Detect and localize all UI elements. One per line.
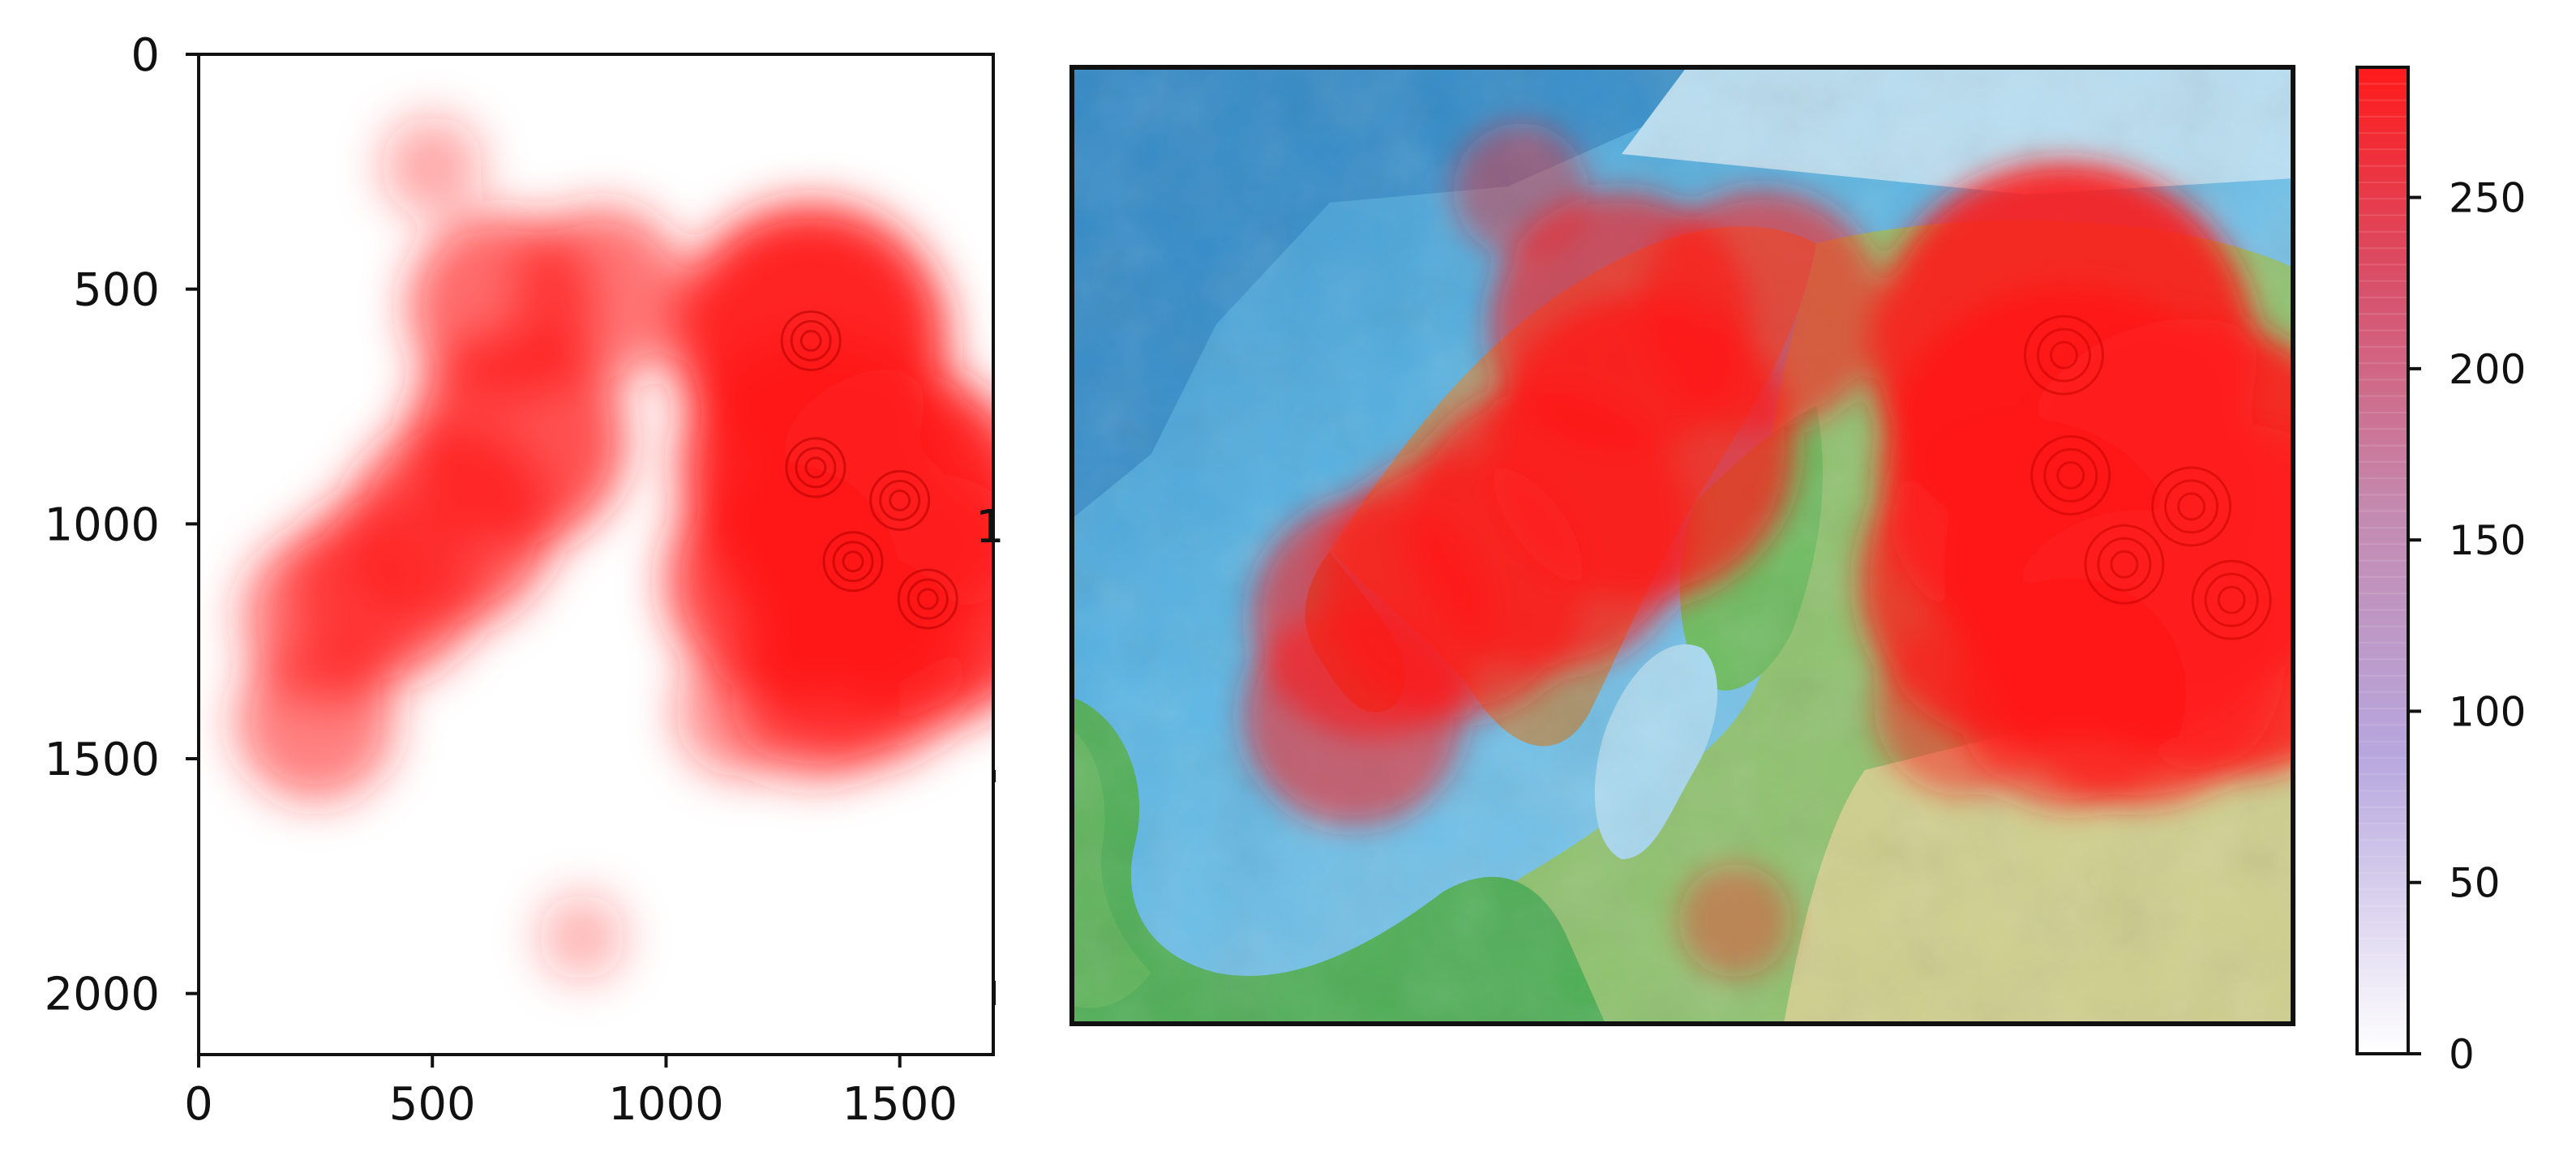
colorbar-tick-label: 250 bbox=[2449, 175, 2526, 222]
heat-blob bbox=[731, 614, 900, 781]
colorbar-stripes bbox=[2357, 66, 2408, 1038]
overlay-heat-ring bbox=[2151, 466, 2232, 547]
colorbar: 0 50 100 150 200 250 bbox=[2355, 66, 2526, 1078]
colorbar-tick-label: 0 bbox=[2449, 1031, 2475, 1078]
colorbar-tick-label: 50 bbox=[2449, 860, 2501, 907]
clipped-label-fragment: 1 bbox=[975, 501, 1005, 554]
y-tick-label: 1000 bbox=[44, 499, 160, 551]
y-tick-label: 0 bbox=[131, 29, 160, 82]
y-tick-label: 500 bbox=[73, 264, 160, 317]
right-ring-artifacts bbox=[2023, 315, 2272, 640]
heat-ring bbox=[916, 588, 939, 610]
heat-ring bbox=[889, 489, 911, 511]
heat-ring bbox=[897, 568, 958, 630]
colorbar-tick-label: 200 bbox=[2449, 346, 2526, 393]
right-map-axes bbox=[1069, 65, 2295, 1026]
overlay-heat-ring bbox=[2110, 550, 2139, 579]
overlay-heat-ring bbox=[2164, 479, 2219, 534]
heat-ring bbox=[790, 319, 832, 362]
overlay-heat-blob bbox=[1678, 863, 1792, 978]
overlay-heat-ring bbox=[2030, 434, 2111, 516]
colorbar-frame bbox=[2355, 66, 2410, 1055]
colorbar-tick-label: 100 bbox=[2449, 688, 2526, 735]
heat-blob bbox=[235, 640, 396, 802]
overlay-heat-ring bbox=[2036, 327, 2091, 383]
overlay-heat-blob bbox=[1453, 122, 1588, 258]
x-tick-label: 1500 bbox=[842, 1078, 958, 1131]
overlay-heat-ring bbox=[2177, 492, 2206, 521]
overlay-heat-ring bbox=[2084, 524, 2165, 605]
left-ring-artifacts bbox=[780, 310, 958, 630]
overlay-heat-ring bbox=[2043, 447, 2098, 503]
left-heat-layer bbox=[235, 116, 993, 981]
overlay-heat-ring bbox=[2191, 559, 2272, 640]
overlay-heat-blob bbox=[1243, 606, 1464, 826]
left-heatmap-axes: 0 500 1000 1500 0 500 1000 1500 2000 1 bbox=[44, 29, 1005, 1131]
heat-ring bbox=[799, 329, 822, 352]
overlay-heat-ring bbox=[2023, 315, 2104, 396]
heat-ring bbox=[780, 310, 842, 371]
heat-blob bbox=[538, 893, 626, 981]
overlay-heat-blob bbox=[1641, 190, 1884, 432]
colorbar-tick-label: 150 bbox=[2449, 517, 2526, 564]
heat-ring bbox=[832, 541, 874, 583]
heat-ring bbox=[822, 531, 884, 593]
heat-blob bbox=[513, 206, 688, 382]
x-tick-label: 0 bbox=[184, 1078, 213, 1131]
overlay-heat-ring bbox=[2097, 537, 2152, 592]
overlay-heat-ring bbox=[2204, 572, 2259, 627]
colorbar-ticks: 0 50 100 150 200 250 bbox=[2408, 175, 2526, 1078]
y-tick-label: 2000 bbox=[44, 969, 160, 1021]
heat-ring bbox=[785, 437, 847, 499]
x-tick-label: 1000 bbox=[608, 1078, 724, 1131]
left-plot-frame bbox=[197, 53, 995, 1056]
overlay-heat-ring bbox=[2049, 340, 2078, 370]
heat-ring bbox=[869, 469, 931, 531]
overlay-heat-ring bbox=[2056, 460, 2085, 490]
x-tick-label: 500 bbox=[389, 1078, 476, 1131]
heat-ring bbox=[907, 578, 949, 620]
overlay-heat-blob bbox=[1955, 578, 2187, 809]
left-x-axis: 0 500 1000 1500 bbox=[184, 1055, 958, 1131]
heat-blob bbox=[381, 116, 483, 218]
heat-ring bbox=[842, 550, 864, 573]
heat-ring bbox=[804, 456, 827, 479]
heat-ring bbox=[795, 447, 837, 489]
right-map-frame bbox=[1069, 65, 2295, 1026]
heat-ring bbox=[879, 479, 921, 521]
y-tick-label: 1500 bbox=[44, 734, 160, 786]
left-y-axis: 0 500 1000 1500 2000 bbox=[44, 29, 199, 1021]
overlay-heat-ring bbox=[2217, 585, 2246, 614]
colorbar-gradient bbox=[2357, 67, 2408, 1054]
